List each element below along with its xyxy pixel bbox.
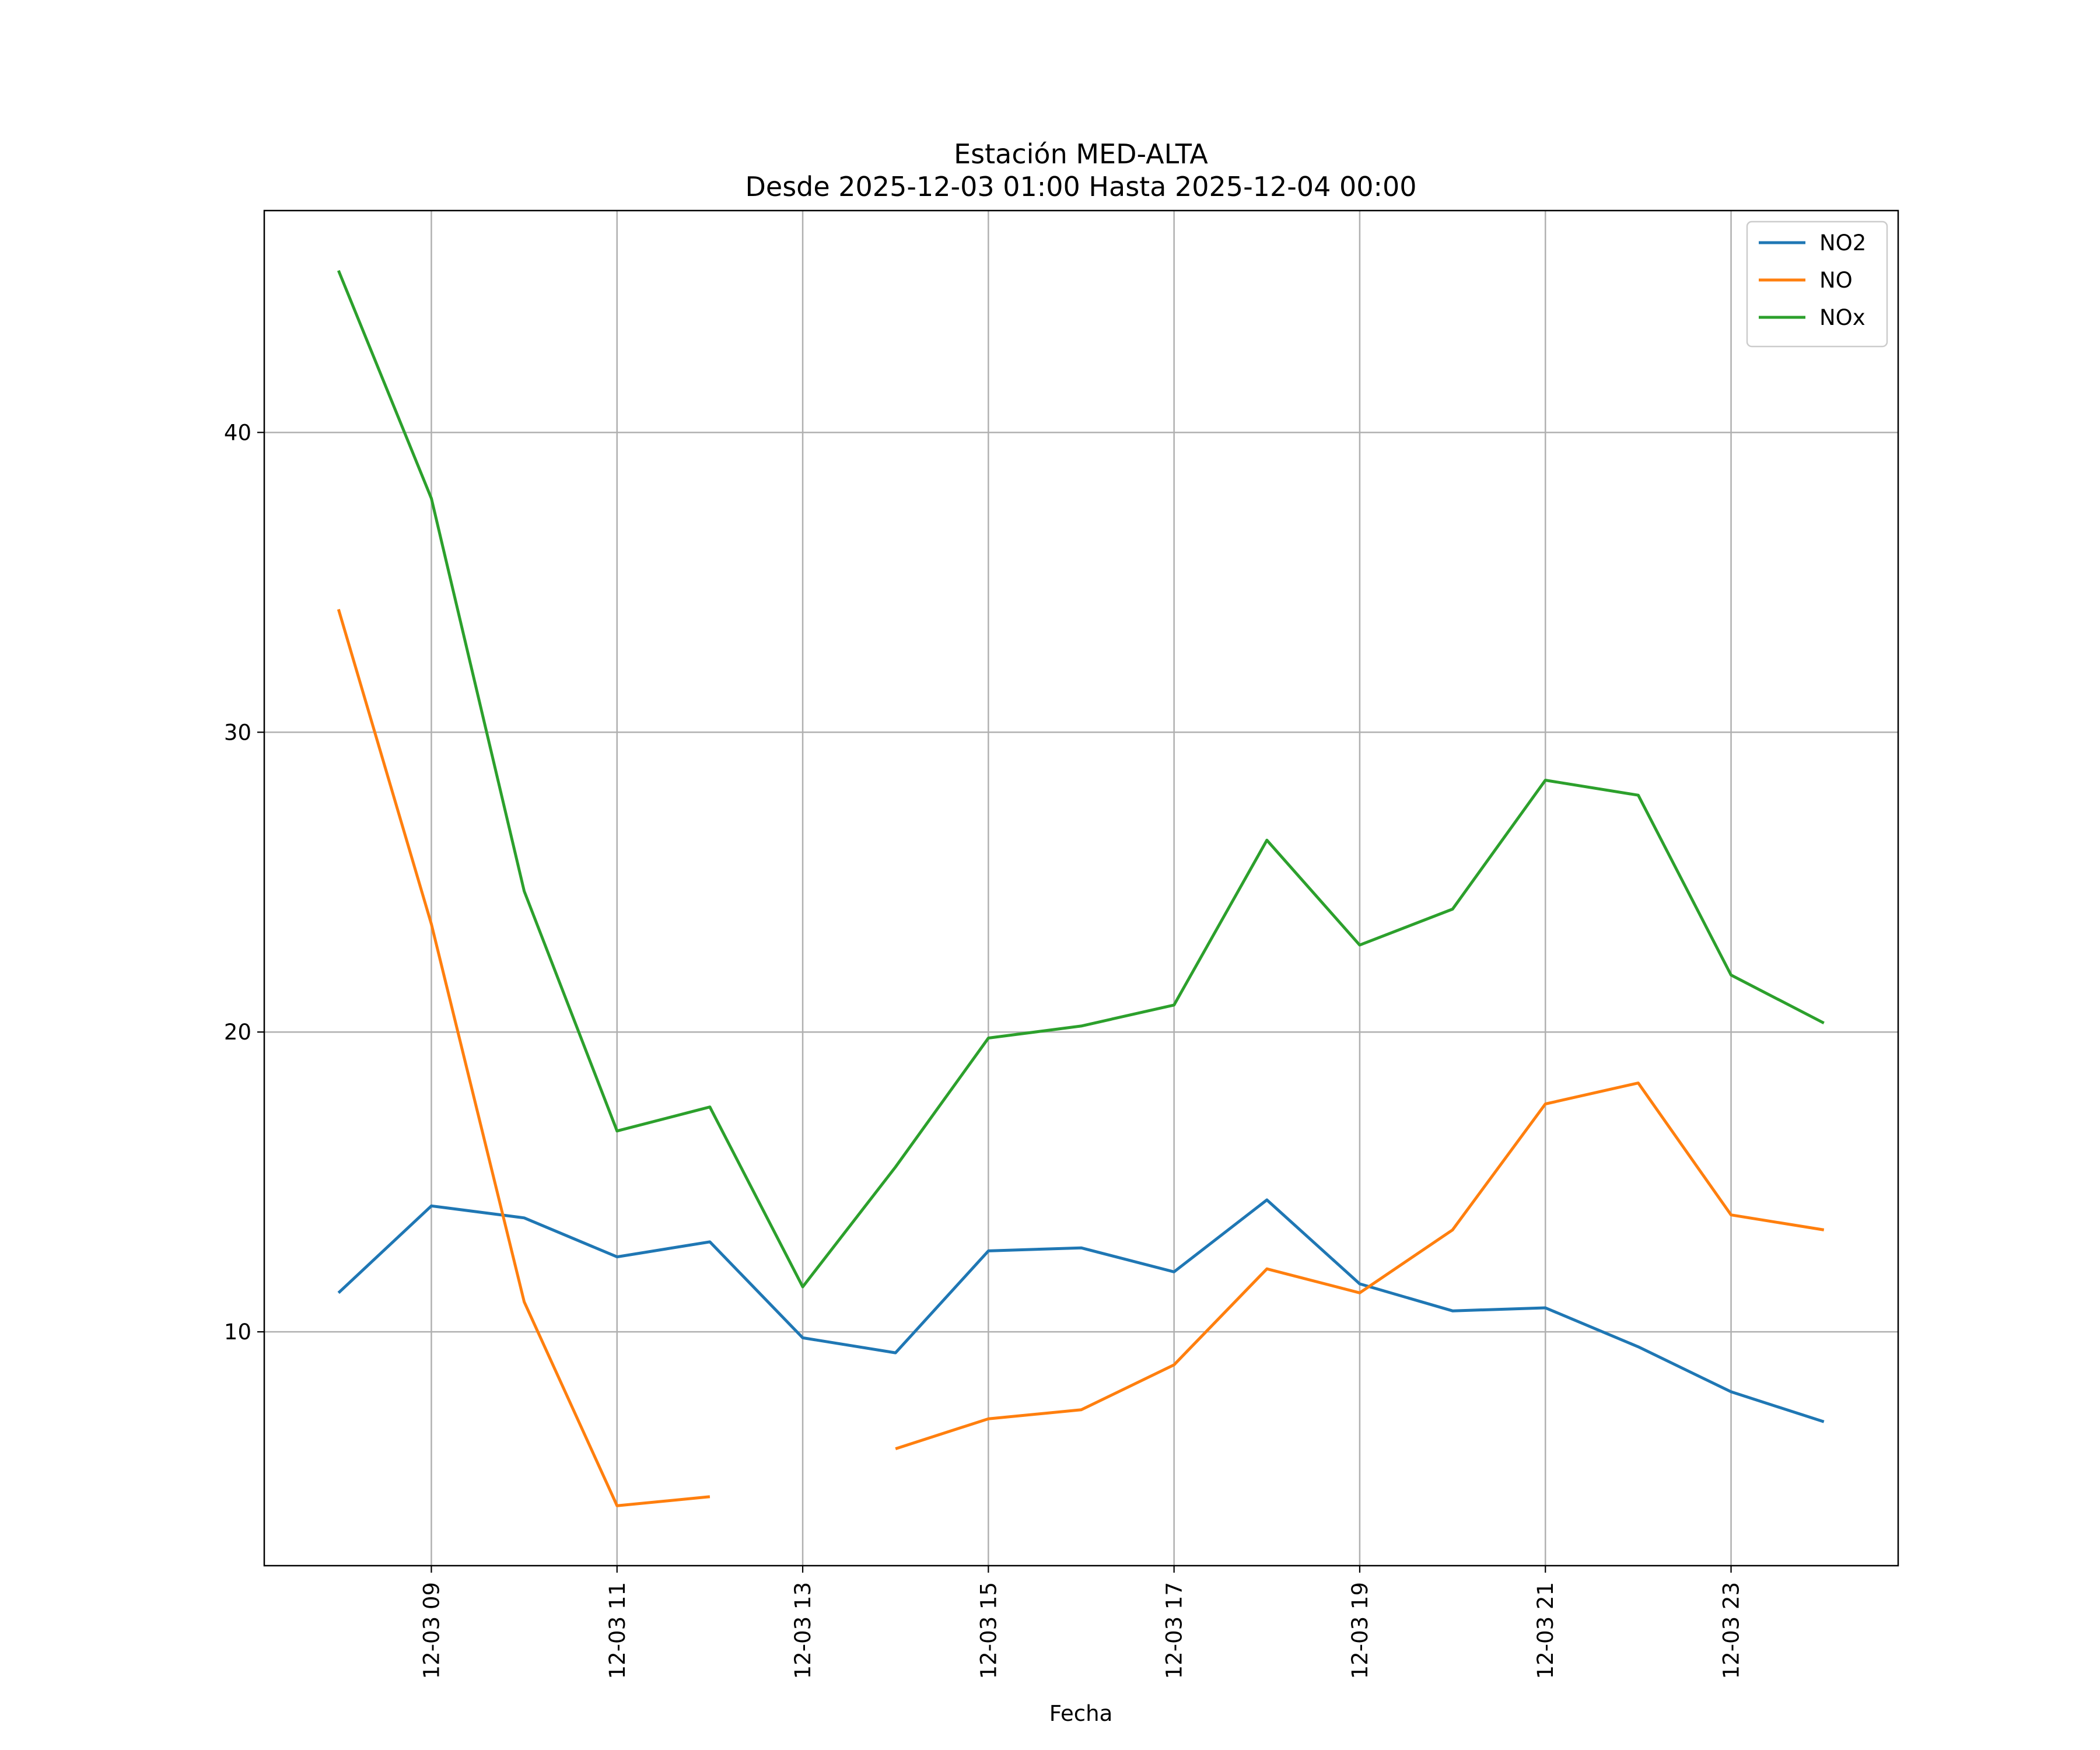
legend: NO2 NO NOx — [1746, 220, 1888, 348]
y-tick-label: 20 — [224, 1020, 251, 1045]
series-line-no2 — [337, 1198, 1825, 1423]
series-line-no — [337, 608, 1825, 1507]
tick-layer: 10 20 30 40 12-03 09 12-03 11 12-03 13 12-03 15… — [224, 420, 1744, 1679]
legend-label: NOx — [1819, 305, 1866, 330]
x-tick-label: 12-03 15 — [976, 1582, 1001, 1679]
plot-frame — [263, 209, 1899, 1567]
chart-title: Estación MED-ALTA — [954, 138, 1208, 170]
legend-box — [1746, 220, 1888, 348]
x-tick-label: 12-03 23 — [1719, 1582, 1744, 1679]
y-tick-label: 10 — [224, 1320, 251, 1345]
series-line-nox — [337, 270, 1825, 1289]
x-tick-label: 12-03 13 — [790, 1582, 816, 1679]
x-tick-label: 12-03 09 — [419, 1582, 444, 1679]
legend-label: NO — [1819, 268, 1853, 293]
grid-layer — [264, 211, 1898, 1566]
y-tick-label: 40 — [224, 420, 251, 445]
x-tick-label: 12-03 11 — [605, 1582, 630, 1679]
series-layer — [337, 270, 1825, 1507]
chart-subtitle: Desde 2025-12-03 01:00 Hasta 2025-12-04 … — [745, 171, 1416, 202]
x-tick-label: 12-03 17 — [1162, 1582, 1187, 1679]
legend-label: NO2 — [1819, 230, 1866, 256]
y-tick-label: 30 — [224, 720, 251, 745]
x-axis-label: Fecha — [1049, 1701, 1113, 1726]
x-tick-label: 12-03 19 — [1348, 1582, 1373, 1679]
x-tick-label: 12-03 21 — [1533, 1582, 1558, 1679]
